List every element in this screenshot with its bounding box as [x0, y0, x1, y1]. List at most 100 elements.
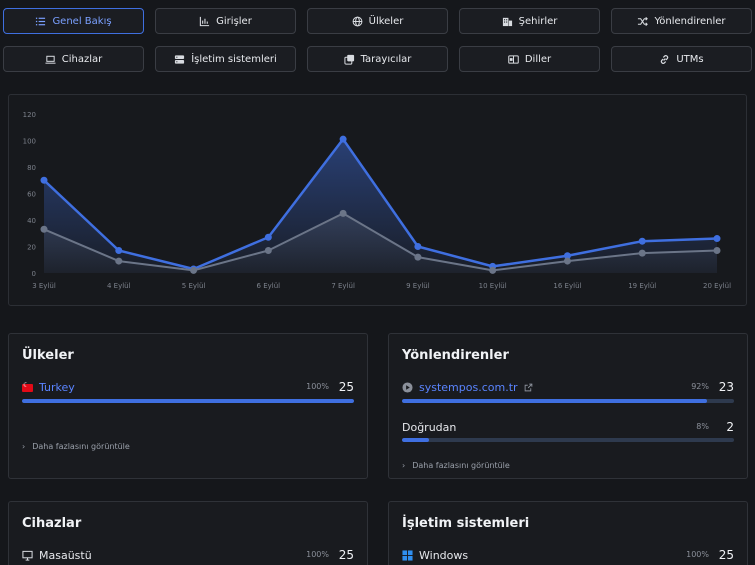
series-area [44, 213, 717, 273]
tab-browsers[interactable]: Tarayıcılar [307, 46, 448, 72]
list-item[interactable]: systempos.com.tr 92% 23 [402, 380, 734, 401]
x-tick-label: 6 Eylül [257, 282, 281, 290]
tab-utms[interactable]: UTMs [611, 46, 752, 72]
tab-label: Yönlendirenler [654, 15, 726, 27]
desktop-icon [22, 550, 33, 561]
tab-entries[interactable]: Girişler [155, 8, 296, 34]
operating-systems-card: İşletim sistemleri Windows 100% 25 [388, 501, 748, 565]
data-point [638, 249, 646, 257]
x-tick-label: 20 Eylül [703, 282, 731, 290]
y-tick-label: 20 [27, 244, 36, 252]
server-icon [174, 54, 185, 65]
list-icon [35, 16, 46, 27]
data-point [713, 235, 721, 243]
row-count: 25 [338, 380, 354, 394]
show-more-label: Daha fazlasını görüntüle [32, 442, 130, 451]
data-point [563, 252, 571, 260]
laptop-icon [45, 54, 56, 65]
devices-card: Cihazlar Masaüstü 100% 25 [8, 501, 368, 565]
data-point [638, 237, 646, 245]
series-line [43, 212, 718, 272]
tab-label: İşletim sistemleri [191, 53, 277, 65]
tab-referrers[interactable]: Yönlendirenler [611, 8, 752, 34]
tab-label: Girişler [216, 15, 252, 27]
y-tick-label: 0 [32, 270, 36, 278]
data-point [190, 266, 198, 274]
row-percent: 100% [686, 550, 709, 559]
y-tick-label: 80 [27, 164, 36, 172]
data-point [40, 176, 48, 184]
referrer-name: Doğrudan [402, 421, 457, 434]
progress-bar [402, 399, 734, 403]
row-percent: 100% [306, 550, 329, 559]
windows-icon [402, 550, 413, 561]
os-name: Windows [419, 549, 469, 562]
tab-cities[interactable]: Şehirler [459, 8, 600, 34]
building-icon [502, 16, 513, 27]
data-point [339, 209, 347, 217]
tab-devices[interactable]: Cihazlar [3, 46, 144, 72]
y-tick-label: 100 [23, 138, 36, 146]
row-percent: 8% [696, 422, 709, 431]
series-area [44, 139, 717, 273]
country-name[interactable]: Turkey [39, 381, 75, 394]
row-percent: 100% [306, 382, 329, 391]
data-point [339, 135, 347, 143]
data-point [713, 246, 721, 254]
tab-overview[interactable]: Genel Bakış [3, 8, 144, 34]
progress-bar [22, 399, 354, 403]
bar-chart-icon [199, 16, 210, 27]
list-item[interactable]: Windows 100% 25 [402, 548, 734, 565]
data-point [264, 233, 272, 241]
tab-languages[interactable]: Diller [459, 46, 600, 72]
visits-chart-svg: 0 20 40 60 80 100 120 3 Eylül 4 Eylül 5 Eylül 6 Ey… [23, 111, 731, 290]
data-point [40, 225, 48, 233]
row-count: 23 [718, 380, 734, 394]
data-point [414, 253, 422, 261]
data-point [264, 246, 272, 254]
tab-label: Tarayıcılar [360, 53, 412, 65]
series-line [43, 137, 718, 271]
x-tick-label: 5 Eylül [182, 282, 206, 290]
progress-bar [402, 438, 734, 442]
y-tick-label: 120 [23, 111, 36, 119]
show-more-link[interactable]: › Daha fazlasını görüntüle [22, 442, 130, 451]
tab-label: Genel Bakış [52, 15, 112, 27]
turkey-flag-icon [22, 381, 33, 392]
referrer-name[interactable]: systempos.com.tr [419, 381, 518, 394]
data-point [489, 266, 497, 274]
tab-label: Cihazlar [61, 53, 103, 65]
link-icon [659, 54, 670, 65]
x-tick-label: 19 Eylül [628, 282, 656, 290]
tab-operating-systems[interactable]: İşletim sistemleri [155, 46, 296, 72]
data-point [115, 257, 123, 265]
card-title: Cihazlar [22, 516, 82, 531]
card-title: Yönlendirenler [402, 348, 509, 363]
device-name: Masaüstü [39, 549, 92, 562]
external-link-icon[interactable] [524, 383, 533, 392]
countries-card: Ülkeler Turkey 100% 25 › Daha fazlasını g… [8, 333, 368, 479]
tab-label: Ülkeler [368, 15, 404, 27]
x-tick-label: 10 Eylül [479, 282, 507, 290]
list-item[interactable]: Doğrudan 8% 2 [402, 420, 734, 441]
language-icon [508, 54, 519, 65]
x-tick-label: 9 Eylül [406, 282, 430, 290]
tab-label: UTMs [676, 53, 704, 65]
x-tick-label: 16 Eylül [553, 282, 581, 290]
show-more-link[interactable]: › Daha fazlasını görüntüle [402, 461, 510, 470]
row-count: 25 [338, 548, 354, 562]
list-item[interactable]: Turkey 100% 25 [22, 380, 354, 401]
tab-label: Diller [524, 53, 552, 65]
globe-icon [352, 16, 363, 27]
x-tick-label: 7 Eylül [331, 282, 355, 290]
list-item[interactable]: Masaüstü 100% 25 [22, 548, 354, 565]
visits-chart: 0 20 40 60 80 100 120 3 Eylül 4 Eylül 5 Eylül 6 Ey… [8, 94, 747, 306]
row-count: 25 [718, 548, 734, 562]
x-tick-label: 3 Eylül [32, 282, 56, 290]
tab-countries[interactable]: Ülkeler [307, 8, 448, 34]
card-title: İşletim sistemleri [402, 516, 530, 531]
row-percent: 92% [691, 382, 709, 391]
y-tick-label: 60 [27, 191, 36, 199]
chevron-right-icon: › [402, 461, 406, 470]
tab-label: Şehirler [518, 15, 558, 27]
